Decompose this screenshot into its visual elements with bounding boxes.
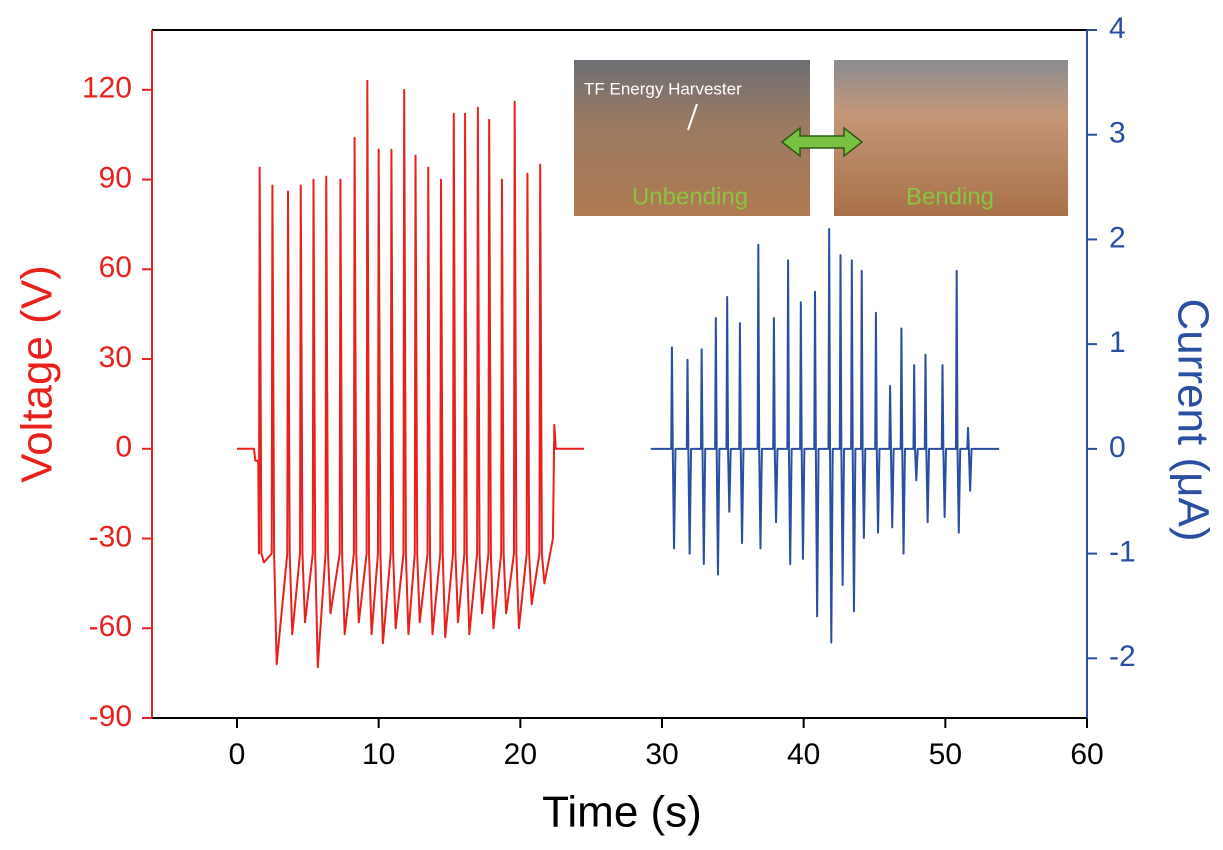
y-tick-label: -90: [89, 700, 132, 733]
y-axis-title: Voltage (V): [13, 265, 62, 483]
photo-bending: [834, 60, 1068, 216]
y-tick-label: 0: [115, 431, 132, 464]
inset-right-label: Bending: [906, 183, 994, 210]
y2-tick-label: 4: [1109, 12, 1126, 45]
x-tick-label: 60: [1070, 738, 1103, 771]
inset-left-label: Unbending: [632, 183, 748, 210]
y-tick-label: -60: [89, 610, 132, 643]
data-line: [237, 79, 585, 669]
y2-tick-label: -2: [1109, 640, 1136, 673]
y2-tick-label: 2: [1109, 221, 1126, 254]
x-tick-label: 0: [229, 738, 246, 771]
bend-arrow: [780, 126, 864, 158]
x-axis-title: Time (s): [542, 788, 702, 837]
inset-device-label: TF Energy Harvester: [584, 79, 742, 98]
data-line: [650, 227, 1000, 644]
x-tick-label: 30: [645, 738, 678, 771]
x-tick-label: 50: [929, 738, 962, 771]
photo-unbending: [574, 60, 810, 216]
inset-photos: TF Energy Harvester Unbending Bending: [574, 60, 1068, 216]
y2-tick-label: 1: [1109, 326, 1126, 359]
y2-tick-label: 0: [1109, 431, 1126, 464]
y-tick-label: 30: [99, 341, 132, 374]
y-tick-label: 60: [99, 251, 132, 284]
y2-axis-title: Current (μA): [1168, 299, 1217, 542]
y-tick-label: -30: [89, 520, 132, 553]
y-tick-label: 90: [99, 161, 132, 194]
x-tick-label: 10: [362, 738, 395, 771]
y2-tick-label: 3: [1109, 117, 1126, 150]
y2-tick-label: -1: [1109, 536, 1136, 569]
inset-pointer: [687, 103, 698, 131]
x-tick-label: 40: [787, 738, 820, 771]
x-tick-label: 20: [504, 738, 537, 771]
y-tick-label: 120: [82, 72, 132, 105]
